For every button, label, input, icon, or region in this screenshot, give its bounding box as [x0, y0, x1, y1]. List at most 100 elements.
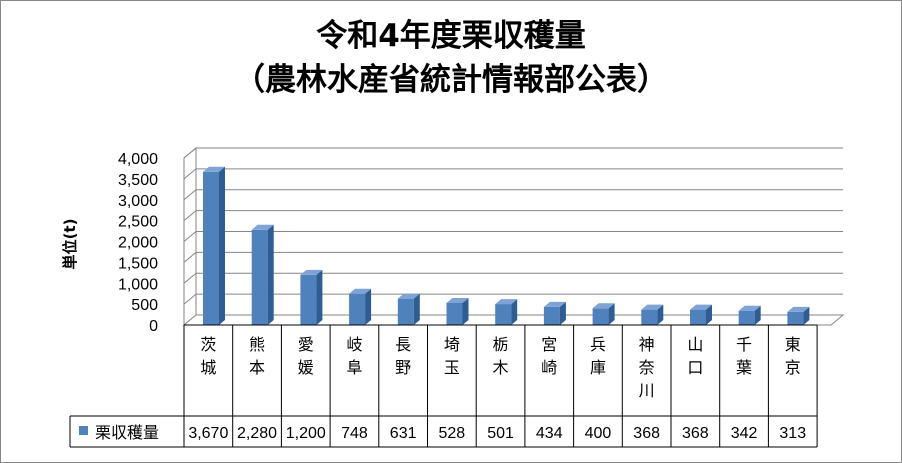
y-tick-label: 4,000 [118, 151, 158, 168]
bar-top [738, 305, 761, 311]
x-category-label: 岐阜 [346, 335, 362, 377]
gridline-depth [183, 231, 197, 242]
bar [203, 166, 225, 325]
bar-side [219, 166, 225, 325]
bar [495, 299, 518, 325]
x-category-label: 兵庫 [590, 335, 606, 377]
y-tick-label: 2,000 [118, 235, 158, 252]
data-label: 1,200 [286, 425, 326, 442]
x-category-label: 千葉 [736, 335, 752, 377]
y-tick-label: 500 [131, 297, 158, 314]
bar-front [203, 171, 219, 325]
bar [300, 269, 323, 325]
bar [641, 304, 664, 325]
bar-front [543, 306, 560, 325]
y-tick-label: 3,500 [118, 172, 158, 189]
y-tick-label: 1,500 [118, 255, 158, 272]
chart-title: 令和4年度栗収穫量 （農林水産省統計情報部公表） [0, 14, 902, 102]
data-label: 501 [487, 425, 514, 442]
bar-side [511, 299, 518, 325]
bar [251, 224, 274, 325]
bar-top [690, 304, 712, 310]
bar-side [413, 293, 420, 325]
bar-front [738, 310, 755, 325]
bar-side [803, 306, 810, 325]
bar-front [446, 302, 463, 325]
bar-side [462, 297, 469, 325]
y-tick-label: 0 [149, 318, 158, 335]
bar-front [592, 308, 609, 325]
data-label: 400 [585, 425, 612, 442]
x-category-label: 熊本 [249, 335, 265, 377]
data-label: 631 [390, 425, 417, 442]
bar-side [608, 303, 615, 325]
bar [592, 303, 615, 325]
chart-title-line-2: （農林水産省統計情報部公表） [234, 62, 668, 98]
x-category-label: 茨城 [200, 335, 216, 377]
bar [543, 301, 566, 325]
bar-front [495, 304, 512, 325]
gridline-depth [183, 168, 197, 180]
gridline-depth [183, 210, 197, 222]
bar-front [690, 309, 706, 325]
bar [349, 288, 372, 325]
data-label: 3,670 [188, 425, 228, 442]
bar-side [559, 301, 566, 325]
bar-top [592, 303, 615, 309]
bar-side [657, 304, 664, 325]
data-label: 434 [536, 425, 563, 442]
bar-top [397, 293, 420, 299]
bar [738, 305, 761, 325]
x-category-label: 長野 [395, 335, 411, 377]
bar-front [300, 274, 317, 325]
data-label: 2,280 [237, 425, 277, 442]
bar-top [787, 306, 810, 312]
x-category-label: 宮崎 [541, 335, 557, 377]
data-label: 748 [341, 425, 368, 442]
x-category-label: 愛媛 [298, 335, 314, 377]
bar-front [641, 309, 658, 325]
bar-front [251, 229, 268, 325]
y-tick-label: 2,500 [118, 214, 158, 231]
x-category-label: 東京 [785, 335, 801, 377]
data-label: 313 [779, 425, 806, 442]
bar [690, 304, 712, 325]
x-category-label: 神奈川 [639, 335, 655, 400]
gridline-depth [183, 272, 197, 284]
bar-front [787, 311, 804, 325]
bar-front [349, 293, 366, 325]
data-label: 368 [633, 425, 660, 442]
bar-top [543, 301, 566, 307]
chart-title-line-1: 令和4年度栗収穫量 [316, 18, 586, 54]
x-category-label: 埼玉 [444, 335, 460, 377]
x-category-label: 栃木 [493, 335, 509, 377]
bar-side [267, 224, 274, 325]
bar [787, 306, 810, 325]
data-label: 528 [438, 425, 465, 442]
data-label: 368 [682, 425, 709, 442]
bar-side [316, 269, 323, 325]
data-label: 342 [731, 425, 758, 442]
gridline-depth [183, 251, 197, 263]
gridline-depth [183, 147, 197, 159]
y-tick-label: 3,000 [118, 193, 158, 210]
bar-top [251, 224, 274, 230]
bar-top [349, 288, 372, 294]
bar-top [300, 269, 323, 275]
y-tick-label: 1,000 [118, 276, 158, 293]
legend-swatch [79, 426, 88, 435]
bar-top [203, 166, 225, 172]
bar-side [365, 288, 372, 325]
bar-top [446, 297, 469, 303]
x-category-label: 山口 [687, 335, 703, 377]
bar-top [641, 304, 664, 310]
bar [446, 297, 469, 325]
bar-side [754, 305, 761, 325]
bar-side [706, 304, 712, 325]
gridline-depth [183, 189, 197, 201]
legend-series-name: 栗収穫量 [95, 423, 159, 442]
bar-top [495, 299, 518, 305]
gridline-depth [183, 293, 197, 305]
y-axis-label: 単位(t) [61, 219, 79, 270]
